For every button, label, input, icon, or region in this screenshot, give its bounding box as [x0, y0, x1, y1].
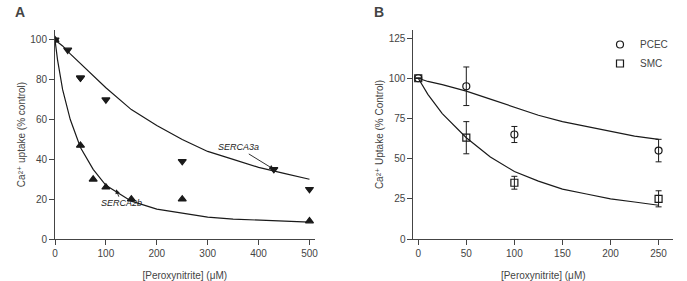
svg-text:0: 0 [41, 234, 47, 245]
svg-text:SERCA3a: SERCA3a [218, 142, 259, 152]
svg-text:250: 250 [650, 248, 667, 259]
svg-text:100: 100 [30, 34, 47, 45]
svg-text:75: 75 [394, 113, 406, 124]
svg-text:40: 40 [36, 154, 48, 165]
svg-text:125: 125 [389, 33, 406, 44]
svg-text:Ca²⁺ Uptake (% Control): Ca²⁺ Uptake (% Control) [374, 80, 385, 189]
svg-text:25: 25 [394, 193, 406, 204]
svg-text:0: 0 [400, 234, 406, 245]
svg-text:PCEC: PCEC [640, 39, 668, 50]
svg-text:100: 100 [389, 73, 406, 84]
svg-text:0: 0 [52, 248, 58, 259]
svg-text:Ca²⁺ uptake (% control): Ca²⁺ uptake (% control) [16, 82, 27, 187]
svg-text:A: A [15, 4, 25, 20]
svg-text:100: 100 [98, 248, 115, 259]
svg-text:[Peroxynitrite] (μM): [Peroxynitrite] (μM) [142, 270, 227, 281]
svg-text:60: 60 [36, 114, 48, 125]
svg-text:B: B [374, 4, 384, 20]
svg-text:50: 50 [394, 153, 406, 164]
svg-text:50: 50 [461, 248, 473, 259]
svg-text:80: 80 [36, 74, 48, 85]
svg-text:100: 100 [506, 248, 523, 259]
svg-text:500: 500 [301, 248, 318, 259]
svg-text:SMC: SMC [640, 58, 662, 69]
svg-text:200: 200 [602, 248, 619, 259]
svg-text:150: 150 [554, 248, 571, 259]
svg-text:400: 400 [250, 248, 267, 259]
svg-text:200: 200 [148, 248, 165, 259]
svg-text:SERCA2b: SERCA2b [101, 198, 142, 208]
svg-text:[Peroxynitrite] (μM): [Peroxynitrite] (μM) [501, 270, 586, 281]
svg-text:0: 0 [415, 248, 421, 259]
svg-text:20: 20 [36, 194, 48, 205]
svg-text:300: 300 [199, 248, 216, 259]
